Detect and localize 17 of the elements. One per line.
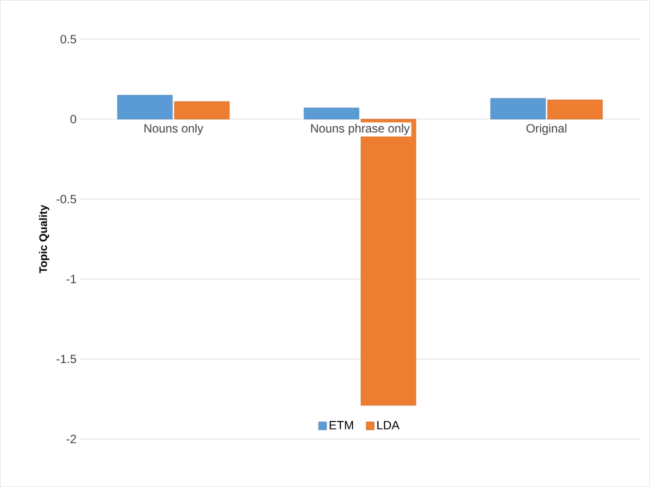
bar <box>304 108 360 120</box>
legend-label: LDA <box>377 420 400 430</box>
bar <box>117 94 173 120</box>
x-tick-label: Original <box>526 124 566 135</box>
y-tick-label: -0.5 <box>56 194 76 204</box>
y-tick-label: 0.5 <box>60 34 76 44</box>
y-tick-label: -1 <box>66 274 76 284</box>
x-tick-label: Nouns phrase only <box>311 124 410 135</box>
y-tick-label: -2 <box>66 434 76 444</box>
x-tick-label: Nouns only <box>144 124 204 135</box>
legend-label: ETM <box>330 420 353 430</box>
bar <box>547 100 603 120</box>
y-tick-label: 0 <box>70 114 76 124</box>
bar <box>174 101 230 120</box>
bar <box>490 98 546 120</box>
y-axis-title: Topic Quality <box>39 204 50 274</box>
y-tick-label: -1.5 <box>56 354 76 364</box>
